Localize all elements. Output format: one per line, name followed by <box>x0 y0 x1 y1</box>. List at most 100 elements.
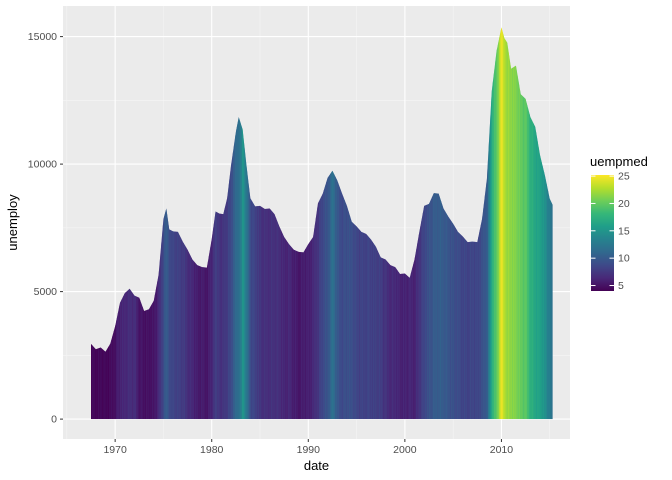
data-bar <box>228 27 230 420</box>
data-bar <box>218 27 220 420</box>
legend-breaks: 5 10 15 20 25 <box>591 171 630 292</box>
data-bar <box>440 27 442 420</box>
data-bar <box>511 27 513 420</box>
data-bar <box>523 27 526 420</box>
data-bar <box>431 27 433 420</box>
data-bar <box>221 27 223 420</box>
data-bar <box>425 27 427 420</box>
data-bar <box>213 27 215 420</box>
y-axis-ticks: 0 5000 10000 15000 <box>28 31 63 426</box>
legend-break-label: 10 <box>618 253 630 265</box>
data-bar <box>216 27 218 420</box>
data-bar <box>437 27 440 420</box>
data-bar <box>494 27 497 420</box>
data-bar <box>338 27 340 420</box>
data-bar <box>220 27 222 420</box>
data-bar <box>549 27 551 420</box>
legend-title: uempmed <box>590 154 648 169</box>
data-bar <box>548 27 550 420</box>
data-bar <box>507 27 509 420</box>
data-bar <box>266 27 268 420</box>
data-bar <box>523 27 525 420</box>
data-bar <box>445 27 447 420</box>
data-bar <box>235 27 237 420</box>
data-bar <box>246 27 248 420</box>
data-bar <box>325 27 327 420</box>
data-bar <box>487 27 489 420</box>
data-bar <box>521 27 523 420</box>
data-bar <box>494 27 496 420</box>
data-bar <box>260 27 263 420</box>
data-bar <box>272 27 274 420</box>
data-bar <box>258 27 260 420</box>
data-bar <box>239 27 241 420</box>
data-bar <box>527 27 530 420</box>
data-bar <box>543 27 545 420</box>
data-bar <box>491 27 493 420</box>
data-bar <box>167 27 169 420</box>
data-bar <box>236 27 238 420</box>
data-bar <box>500 27 502 420</box>
data-bar <box>530 27 532 420</box>
data-bar <box>251 27 254 420</box>
data-bar <box>551 27 553 420</box>
data-bar <box>261 27 263 420</box>
data-bar <box>164 27 166 420</box>
data-bar <box>343 27 345 420</box>
data-bar <box>524 27 526 420</box>
data-bar <box>426 27 428 420</box>
data-bar <box>429 27 431 420</box>
data-bar <box>346 27 349 420</box>
data-bar <box>546 27 548 420</box>
data-bar <box>495 27 498 420</box>
data-bar <box>257 27 259 420</box>
data-bar <box>441 27 444 420</box>
data-bar <box>538 27 540 420</box>
data-bar <box>535 27 537 420</box>
data-bar <box>505 27 507 420</box>
data-bar <box>536 27 538 420</box>
data-bar <box>420 27 423 420</box>
data-bar <box>514 27 516 420</box>
data-bar <box>222 27 224 420</box>
data-bar <box>518 27 520 420</box>
legend-break-label: 20 <box>618 198 630 210</box>
data-bar <box>517 27 519 420</box>
data-bar <box>442 27 444 420</box>
data-bar <box>451 27 453 420</box>
data-bar <box>497 27 499 420</box>
data-bar <box>322 27 324 420</box>
data-bar <box>225 27 227 420</box>
data-bar <box>253 27 255 420</box>
data-bar <box>504 27 506 420</box>
data-bar <box>224 27 226 420</box>
data-bar <box>429 27 432 420</box>
data-bar <box>218 27 220 420</box>
data-bar <box>482 27 485 420</box>
data-bar <box>320 27 322 420</box>
data-bar <box>483 27 485 420</box>
x-tick-label: 1990 <box>297 444 321 456</box>
data-bar <box>344 27 346 420</box>
data-bar <box>508 27 510 420</box>
data-bar <box>166 27 168 420</box>
data-bar <box>544 27 546 420</box>
y-tick-label: 5000 <box>34 286 58 298</box>
data-bar <box>507 27 509 420</box>
data-bar <box>492 27 494 420</box>
data-bar <box>552 27 553 420</box>
data-bar <box>342 27 344 420</box>
data-bar <box>347 27 349 420</box>
data-bar <box>493 27 495 420</box>
data-bar <box>267 27 269 420</box>
data-bar <box>444 27 446 420</box>
data-bar <box>348 27 350 420</box>
legend-break-label: 25 <box>618 171 630 183</box>
data-bar <box>498 27 500 420</box>
data-bar <box>438 27 440 420</box>
data-bar <box>243 27 245 420</box>
data-bar <box>421 27 423 420</box>
data-bar <box>449 27 452 420</box>
data-bar <box>238 27 240 420</box>
